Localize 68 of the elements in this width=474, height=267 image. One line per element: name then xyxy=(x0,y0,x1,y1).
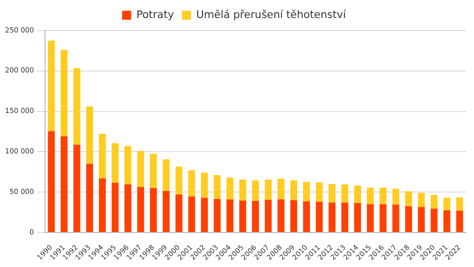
bar xyxy=(124,184,132,232)
bar xyxy=(278,199,284,232)
bar xyxy=(86,106,94,164)
legend-label: Potraty xyxy=(136,8,174,21)
bar xyxy=(73,68,80,145)
bar xyxy=(86,164,94,232)
bar xyxy=(226,199,234,232)
bar xyxy=(303,182,310,202)
bar xyxy=(341,202,348,232)
legend-label: Umělá přerušení těhotenství xyxy=(196,8,347,21)
bar xyxy=(264,200,272,232)
bar xyxy=(405,206,412,232)
bar xyxy=(137,186,144,232)
bar xyxy=(200,198,208,232)
bar xyxy=(354,186,361,203)
bar xyxy=(278,178,284,200)
bar xyxy=(290,200,298,232)
bar xyxy=(316,182,323,202)
bar xyxy=(60,136,68,232)
bar xyxy=(328,184,336,203)
bar xyxy=(162,159,170,191)
bar xyxy=(316,202,323,232)
bar xyxy=(239,200,246,232)
bar xyxy=(392,204,400,232)
bar xyxy=(392,188,400,205)
bar xyxy=(124,146,132,184)
bar xyxy=(214,198,221,232)
bar xyxy=(264,180,272,200)
bar xyxy=(188,196,196,232)
bar xyxy=(73,144,80,232)
bar xyxy=(418,192,425,208)
bar xyxy=(200,172,208,198)
bar xyxy=(252,180,259,201)
bar xyxy=(60,50,68,136)
bar xyxy=(98,178,106,232)
bar xyxy=(405,191,412,206)
bar xyxy=(418,207,425,232)
bar xyxy=(137,150,144,187)
bar xyxy=(290,180,298,200)
bar xyxy=(112,143,119,183)
bar xyxy=(188,170,196,197)
bar xyxy=(456,197,464,211)
bar xyxy=(214,175,221,199)
bar xyxy=(341,184,348,203)
bar xyxy=(443,210,450,232)
bar xyxy=(112,182,119,232)
bar xyxy=(380,188,387,204)
bar xyxy=(366,188,374,204)
bar xyxy=(354,202,361,232)
bar xyxy=(226,178,234,200)
bar xyxy=(366,204,374,232)
bar xyxy=(430,194,438,209)
bar xyxy=(328,202,336,232)
bar xyxy=(175,166,182,194)
bar xyxy=(98,134,106,178)
bar xyxy=(380,204,387,232)
bar xyxy=(162,190,170,232)
bar xyxy=(456,210,464,232)
bar xyxy=(303,201,310,232)
bar xyxy=(150,154,157,188)
bar xyxy=(443,198,450,210)
bar xyxy=(150,188,157,232)
bar xyxy=(239,180,246,201)
bar xyxy=(430,208,438,232)
bar xyxy=(48,40,55,132)
bar xyxy=(48,131,55,232)
bar xyxy=(175,194,182,232)
bar xyxy=(252,200,259,232)
